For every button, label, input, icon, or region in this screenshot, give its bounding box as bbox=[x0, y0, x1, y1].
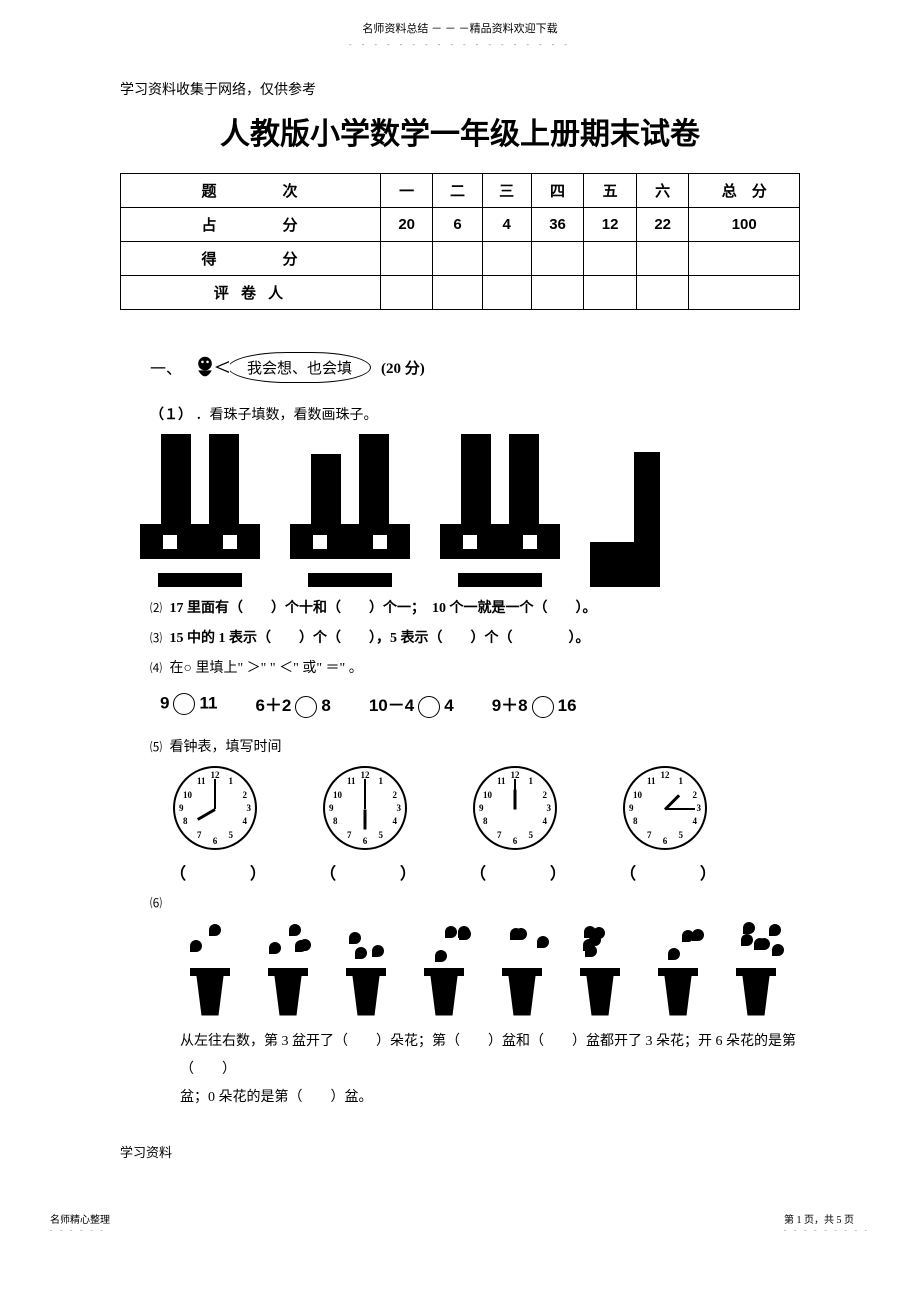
cell: 12 bbox=[584, 208, 637, 242]
row-label: 得 分 bbox=[121, 242, 381, 276]
abacus-4 bbox=[590, 452, 660, 587]
abacus-1 bbox=[140, 434, 260, 587]
q5-num: ⑸ bbox=[150, 740, 162, 754]
section-num: 一、 bbox=[150, 355, 182, 379]
col-head: 总 分 bbox=[689, 174, 800, 208]
subtitle: 学习资料收集于网络，仅供参考 bbox=[120, 79, 800, 99]
question-5: ⑸ 看钟表，填写时间 bbox=[150, 736, 800, 756]
cell: 6 bbox=[433, 208, 482, 242]
q1-text: ．看珠子填数，看数画珠子。 bbox=[196, 408, 378, 423]
clock-2: 121234567891011 （ ） bbox=[320, 766, 410, 884]
clock-4: 121234567891011 （ ） bbox=[620, 766, 710, 884]
plant-8 bbox=[726, 922, 786, 1016]
score-table: 题 次 一 二 三 四 五 六 总 分 占 分 20 6 4 36 12 22 … bbox=[120, 173, 800, 310]
q6-num: ⑹ bbox=[150, 896, 162, 910]
cell: 36 bbox=[531, 208, 584, 242]
clock-answer: （ ） bbox=[470, 860, 560, 884]
page-footer: 名师精心整理 - - - - - - 第 1 页，共 5 页 - - - - -… bbox=[0, 1211, 920, 1234]
col-head: 三 bbox=[482, 174, 531, 208]
q3-text: 15 中的 1 表示（ ）个（ ），5 表示（ ）个（ ）。 bbox=[170, 631, 590, 646]
col-head: 一 bbox=[380, 174, 433, 208]
q6-text: 从左往右数，第 3 盆开了（ ）朵花；第（ ）盆和（ ）盆都开了 3 朵花；开 … bbox=[180, 1028, 800, 1112]
clock-answer: （ ） bbox=[320, 860, 410, 884]
question-1: （１） ．看珠子填数，看数画珠子。 bbox=[150, 404, 800, 424]
question-3: ⑶ 15 中的 1 表示（ ）个（ ），5 表示（ ）个（ ）。 bbox=[150, 627, 800, 647]
compare-c: 10－44 bbox=[369, 691, 454, 718]
doc-header: 名师资料总结 － － －精品资料欢迎下载 bbox=[0, 20, 920, 36]
cell: 22 bbox=[636, 208, 689, 242]
row-label: 题 次 bbox=[121, 174, 381, 208]
q2-num: ⑵ bbox=[150, 601, 162, 615]
plant-3 bbox=[336, 922, 396, 1016]
q6-line2: 盆；0 朵花的是第（ ）盆。 bbox=[180, 1090, 373, 1105]
plant-6 bbox=[570, 922, 630, 1016]
compare-a: 911 bbox=[160, 693, 217, 715]
abacus-2 bbox=[290, 434, 410, 587]
col-head: 二 bbox=[433, 174, 482, 208]
clock-1: 121234567891011 （ ） bbox=[170, 766, 260, 884]
compare-d: 9＋816 bbox=[492, 691, 577, 718]
question-4: ⑷ 在○ 里填上" ＞" " ＜" 或" ＝" 。 bbox=[150, 657, 800, 677]
table-row: 题 次 一 二 三 四 五 六 总 分 bbox=[121, 174, 800, 208]
plant-1 bbox=[180, 922, 240, 1016]
compare-b: 6＋28 bbox=[255, 691, 330, 718]
table-row: 占 分 20 6 4 36 12 22 100 bbox=[121, 208, 800, 242]
plant-2 bbox=[258, 922, 318, 1016]
clock-answer: （ ） bbox=[170, 860, 260, 884]
q5-text: 看钟表，填写时间 bbox=[170, 740, 282, 755]
abacus-row bbox=[140, 434, 800, 587]
footer-dots: - - - - - - - - - bbox=[784, 1226, 870, 1234]
cell: 100 bbox=[689, 208, 800, 242]
header-dots: - - - - - - - - - - - - - - - - - - bbox=[0, 40, 920, 49]
footer-right: 第 1 页，共 5 页 bbox=[784, 1211, 870, 1226]
plant-4 bbox=[414, 922, 474, 1016]
q4-num: ⑷ bbox=[150, 661, 162, 675]
clock-answer: （ ） bbox=[620, 860, 710, 884]
question-2: ⑵ 17 里面有（ ）个十和（ ）个一； 10 个一就是一个（ ）。 bbox=[150, 597, 800, 617]
section-bubble: 我会想、也会填 bbox=[228, 352, 371, 383]
cell: 4 bbox=[482, 208, 531, 242]
col-head: 六 bbox=[636, 174, 689, 208]
footer-note: 学习资料 bbox=[120, 1142, 800, 1161]
plant-7 bbox=[648, 922, 708, 1016]
table-row: 得 分 bbox=[121, 242, 800, 276]
row-label: 评 卷 人 bbox=[121, 276, 381, 310]
row-label: 占 分 bbox=[121, 208, 381, 242]
plant-row bbox=[180, 922, 800, 1016]
section-header: 一、 我会想、也会填 (20 分) bbox=[150, 350, 800, 384]
abacus-3 bbox=[440, 434, 560, 587]
question-6: ⑹ bbox=[150, 894, 800, 912]
q2-text: 17 里面有（ ）个十和（ ）个一； 10 个一就是一个（ ）。 bbox=[170, 601, 597, 616]
footer-left: 名师精心整理 bbox=[50, 1211, 110, 1226]
clock-row: 121234567891011 （ ） 121234567891011 （ ） … bbox=[170, 766, 800, 884]
q6-line1: 从左往右数，第 3 盆开了（ ）朵花；第（ ）盆和（ ）盆都开了 3 朵花；开 … bbox=[180, 1034, 796, 1077]
q3-num: ⑶ bbox=[150, 631, 162, 645]
compare-row: 911 6＋28 10－44 9＋816 bbox=[160, 691, 800, 718]
col-head: 四 bbox=[531, 174, 584, 208]
q1-label: （１） bbox=[150, 408, 192, 423]
footer-dots: - - - - - - bbox=[50, 1226, 110, 1234]
q4-text: 在○ 里填上" ＞" " ＜" 或" ＝" 。 bbox=[170, 661, 363, 676]
section-points: (20 分) bbox=[381, 357, 425, 378]
clock-3: 121234567891011 （ ） bbox=[470, 766, 560, 884]
main-title: 人教版小学数学一年级上册期末试卷 bbox=[120, 109, 800, 153]
table-row: 评 卷 人 bbox=[121, 276, 800, 310]
col-head: 五 bbox=[584, 174, 637, 208]
cell: 20 bbox=[380, 208, 433, 242]
plant-5 bbox=[492, 922, 552, 1016]
